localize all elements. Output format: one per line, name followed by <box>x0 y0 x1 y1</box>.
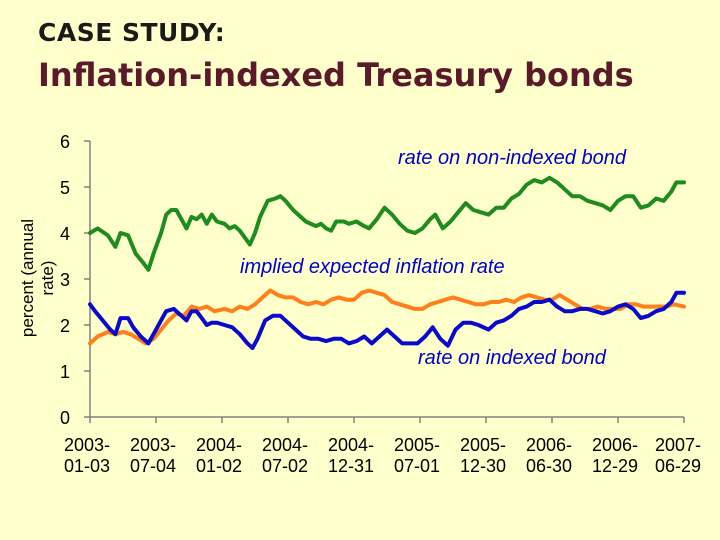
series-line-non-indexed <box>88 175 686 272</box>
x-tick-label: 2004- 07-02 <box>261 435 309 476</box>
y-tick-label: 6 <box>60 132 70 152</box>
series-line-expected-inflation <box>88 288 686 346</box>
y-axis-label: percent (annual rate) <box>18 218 57 338</box>
x-tick-label: 2004- 12-31 <box>327 435 375 476</box>
page-title: Inflation-indexed Treasury bonds <box>38 56 634 94</box>
y-tick-label: 2 <box>60 316 70 336</box>
y-tick-label: 0 <box>60 408 70 428</box>
series-line-indexed <box>88 290 686 350</box>
x-tick-label: 2003- 01-03 <box>63 435 111 476</box>
x-tick-label: 2006- 06-30 <box>525 435 573 476</box>
case-study-label: CASE STUDY: <box>38 18 226 47</box>
x-tick-label: 2003- 07-04 <box>129 435 177 476</box>
y-tick-label: 5 <box>60 178 70 198</box>
y-tick-label: 1 <box>60 362 70 382</box>
annotation-expected-inflation: implied expected inflation rate <box>240 256 505 278</box>
x-tick-label: 2006- 12-29 <box>591 435 639 476</box>
x-tick-label: 2007- 06-29 <box>654 435 702 476</box>
chart-axes: 0 1 2 3 4 5 6 <box>60 132 685 428</box>
annotation-indexed: rate on indexed bond <box>418 347 606 369</box>
x-tick-label: 2005- 12-30 <box>459 435 507 476</box>
x-tick-label: 2005- 07-01 <box>393 435 441 476</box>
chart-series <box>88 175 686 350</box>
y-tick-label: 3 <box>60 270 70 290</box>
annotation-non-indexed: rate on non-indexed bond <box>398 147 626 169</box>
x-tick-label: 2004- 01-02 <box>195 435 243 476</box>
y-tick-label: 4 <box>60 224 70 244</box>
